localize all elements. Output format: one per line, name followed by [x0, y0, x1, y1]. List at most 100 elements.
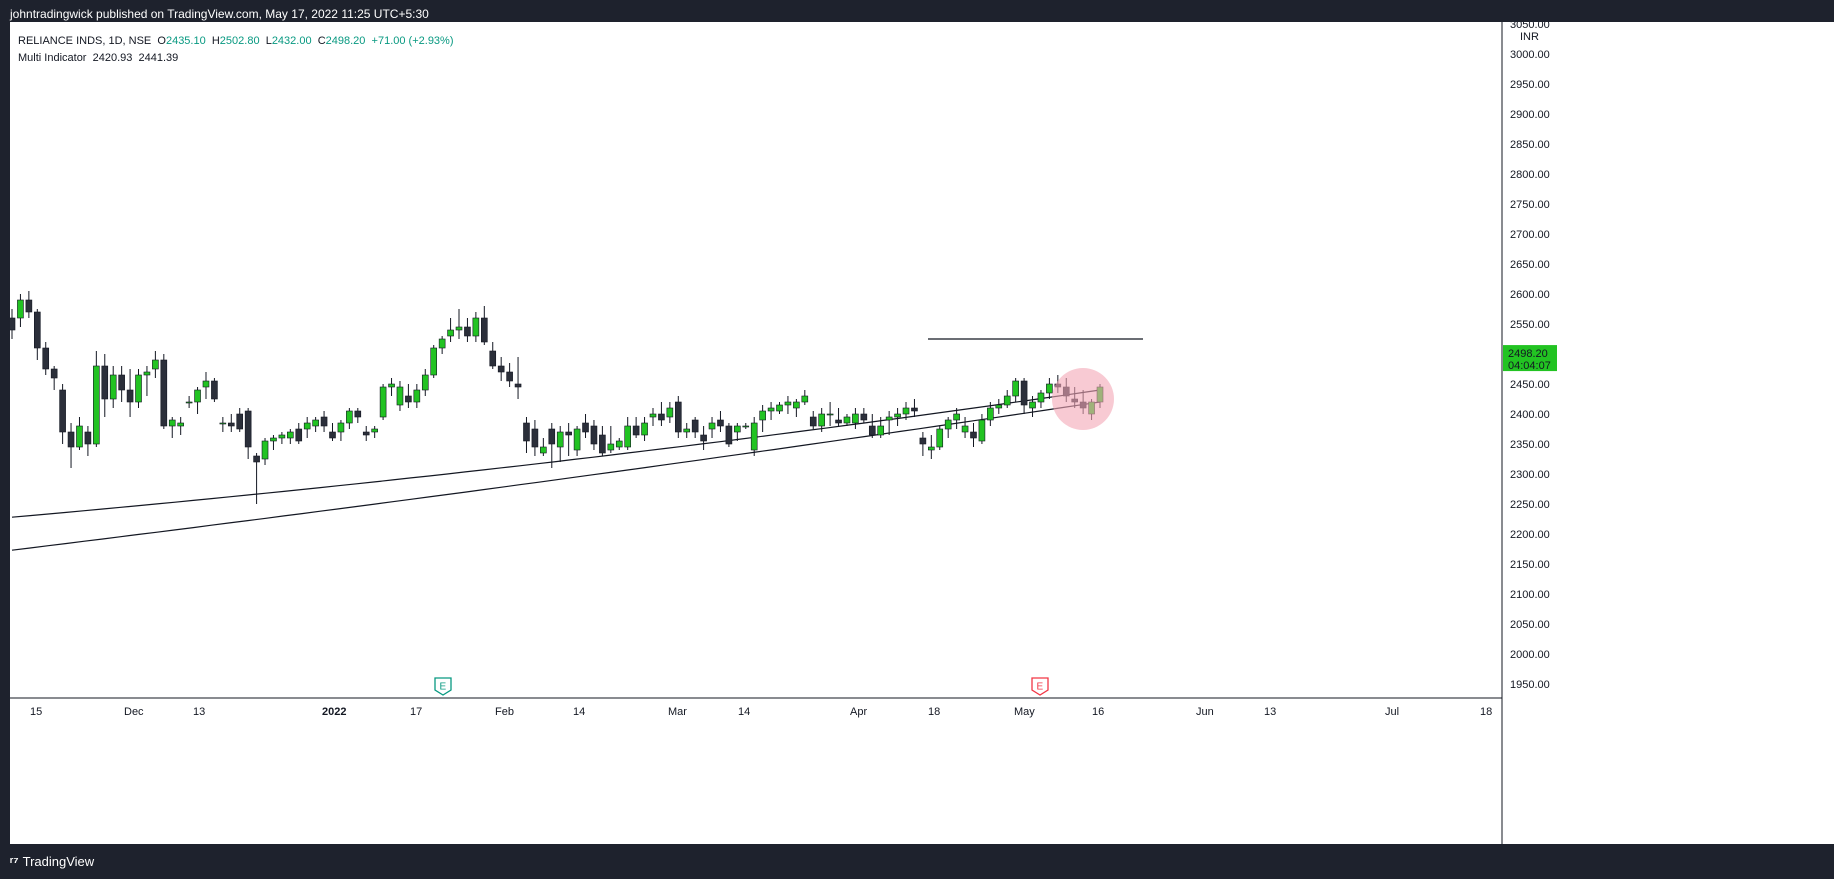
earnings-marker-green[interactable]: E — [434, 677, 452, 696]
candle-body — [421, 374, 429, 391]
candle-body — [244, 410, 252, 448]
candle-body — [784, 401, 792, 406]
legend-high-label: H — [211, 35, 220, 47]
legend-high-value: 2502.80 — [219, 35, 260, 47]
candle-body — [843, 416, 851, 424]
candle-body — [329, 431, 336, 439]
price-tick-label: 2100.00 — [1510, 589, 1550, 601]
time-tick-label: 13 — [193, 706, 205, 718]
candle-body — [202, 380, 210, 388]
earnings-marker-red[interactable]: E — [1031, 677, 1049, 696]
highlight-circle — [1052, 368, 1114, 430]
candle-body — [388, 383, 395, 388]
price-tick-label: 2850.00 — [1510, 139, 1550, 151]
time-tick-label: 14 — [573, 706, 585, 718]
candle-body — [1046, 383, 1053, 394]
candle-body — [936, 428, 944, 448]
time-tick-label: Jul — [1385, 706, 1399, 718]
candle-body — [17, 299, 24, 319]
price-tick-label: 2750.00 — [1510, 199, 1550, 211]
legend-close-value: 2498.20 — [325, 35, 366, 47]
candle-body — [877, 425, 885, 436]
countdown-value: 04:04:07 — [1508, 360, 1551, 372]
candle-body — [481, 317, 488, 343]
candle-body — [641, 422, 648, 436]
ma-line-1 — [11, 389, 1101, 518]
candle-body — [742, 425, 750, 428]
legend-low-value: 2432.00 — [271, 35, 312, 47]
time-tick-label: 17 — [410, 706, 422, 718]
published-text: johntradingwick published on TradingView… — [10, 7, 429, 21]
time-tick-label: 15 — [30, 706, 42, 718]
price-tick-label: 2000.00 — [1510, 649, 1550, 661]
price-tick-label: 1950.00 — [1510, 679, 1550, 691]
candle-body — [362, 431, 370, 436]
price-tick-label: 2050.00 — [1510, 619, 1550, 631]
candle-body — [143, 371, 151, 376]
candle-body — [160, 359, 168, 427]
candle-body — [852, 413, 859, 424]
earnings-badge-label: E — [440, 682, 447, 693]
candle-body — [126, 389, 134, 403]
candle-body — [540, 446, 547, 454]
candle-body — [624, 425, 631, 448]
candle-body — [708, 422, 716, 430]
candle-body — [303, 422, 311, 430]
candle-body — [700, 434, 707, 442]
candle-body — [911, 407, 918, 412]
candle-body — [455, 326, 463, 331]
time-tick-label: Feb — [495, 706, 514, 718]
candle-body — [793, 401, 800, 409]
legend-close-label: C — [317, 35, 326, 47]
chart-area[interactable]: 1950.00 2000.00 2050.00 2100.00 2150.00 2200.… — [10, 22, 1834, 844]
candle-body — [295, 428, 303, 442]
candle-body — [826, 413, 834, 416]
time-tick-label: 18 — [1480, 706, 1492, 718]
candle-body — [607, 443, 615, 451]
price-tick-label: 3050.00 — [1510, 22, 1550, 31]
candle-body — [928, 446, 935, 451]
candle-body — [565, 431, 572, 436]
time-tick-label: 16 — [1092, 706, 1104, 718]
earnings-badge-shape — [1031, 677, 1049, 696]
price-tick-label: 2600.00 — [1510, 289, 1550, 301]
tradingview-logo[interactable]: ʳ⁷ TradingView — [10, 854, 94, 869]
candle-body — [447, 329, 454, 337]
candle-body — [514, 383, 522, 388]
tradingview-icon: ʳ⁷ — [10, 854, 19, 869]
candle-body — [902, 407, 910, 415]
earnings-badge-label: E — [1037, 682, 1044, 693]
candle-body — [270, 437, 277, 442]
candle-body — [118, 374, 125, 391]
legend-change: +71.00 (+2.93%) — [371, 35, 454, 47]
candle-body — [177, 422, 184, 427]
candle-body — [868, 425, 876, 436]
candle-body — [734, 425, 741, 433]
time-tick-label: 18 — [928, 706, 940, 718]
candle-body — [531, 428, 539, 448]
price-tick-label: 2400.00 — [1510, 409, 1550, 421]
indicator-value-1: 2420.93 — [92, 52, 133, 64]
price-tick-label: 2800.00 — [1510, 169, 1550, 181]
time-tick-label: Dec — [124, 706, 144, 718]
candle-body — [767, 407, 775, 412]
candle-body — [649, 413, 657, 418]
price-tick-label: 2200.00 — [1510, 529, 1550, 541]
candle-body — [919, 437, 927, 445]
candle-body — [683, 428, 691, 433]
candle-body — [970, 431, 977, 439]
candle-body — [953, 413, 960, 421]
candle-body — [835, 419, 842, 424]
candlestick-chart[interactable]: 1950.00 2000.00 2050.00 2100.00 2150.00 2200.… — [10, 22, 1834, 844]
candle-body — [320, 416, 328, 427]
currency-label: INR — [1520, 31, 1539, 43]
candle-body — [1037, 392, 1045, 403]
candle-body — [894, 413, 901, 418]
legend-symbol[interactable]: RELIANCE INDS, 1D, NSE — [18, 35, 152, 47]
indicator-name[interactable]: Multi Indicator — [18, 52, 87, 64]
candle-body — [590, 425, 598, 445]
candle-body — [50, 368, 58, 379]
candle-body — [76, 425, 83, 448]
candle-body — [227, 422, 235, 427]
time-tick-label: 14 — [738, 706, 750, 718]
